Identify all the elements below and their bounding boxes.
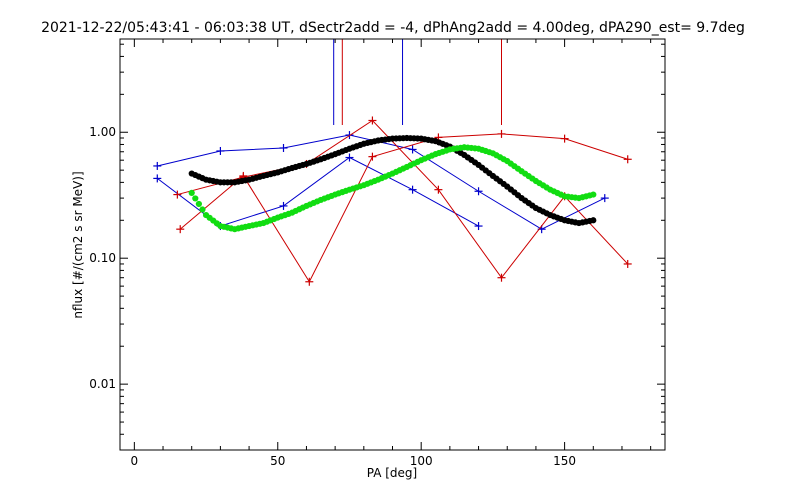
data-point-cross — [497, 129, 506, 138]
series-layer — [153, 39, 632, 286]
data-point-cross — [176, 225, 185, 234]
data-point-cross — [305, 277, 314, 286]
data-point-dot — [188, 189, 195, 196]
data-point-cross — [153, 174, 162, 183]
data-point-cross — [279, 201, 288, 210]
data-point-cross — [368, 152, 377, 161]
y-tick-label: 0.10 — [89, 251, 116, 265]
data-point-dot — [590, 191, 597, 198]
data-point-dot — [195, 200, 202, 208]
data-point-cross — [368, 116, 377, 125]
x-tick-label: 150 — [553, 454, 576, 468]
data-point-cross — [153, 161, 162, 170]
data-point-dot — [590, 217, 597, 224]
series-line — [179, 133, 628, 283]
y-axis-label: nflux [#/(cm2 s sr MeV)] — [71, 171, 85, 318]
axis-ticks: 0 50 100 150 0.01 0.10 1.00 — [89, 39, 665, 468]
chart-title: 2021-12-22/05:43:41 - 06:03:38 UT, dSect… — [41, 20, 745, 36]
x-axis-label: PA [deg] — [367, 466, 417, 480]
plot-frame — [119, 38, 666, 451]
data-point-cross — [345, 153, 354, 162]
series-line — [177, 119, 629, 279]
data-point-cross — [623, 259, 632, 268]
data-point-cross — [474, 187, 483, 196]
data-point-cross — [474, 222, 483, 231]
data-point-cross — [600, 194, 609, 203]
data-point-cross — [623, 155, 632, 164]
y-tick-label: 1.00 — [89, 125, 116, 139]
data-point-dot — [192, 195, 199, 202]
axes-frame — [119, 38, 666, 451]
data-point-cross — [560, 134, 569, 143]
data-point-cross — [408, 185, 417, 194]
data-point-cross — [279, 143, 288, 152]
x-tick-label: 100 — [410, 454, 433, 468]
data-point-cross — [434, 185, 443, 194]
data-point-cross — [497, 273, 506, 282]
y-tick-label: 0.01 — [89, 377, 116, 391]
data-point-cross — [216, 146, 225, 155]
x-tick-label: 50 — [270, 454, 285, 468]
data-point-cross — [173, 190, 182, 199]
x-tick-label: 0 — [131, 454, 139, 468]
data-point-cross — [408, 145, 417, 154]
data-point-dot — [199, 206, 206, 213]
